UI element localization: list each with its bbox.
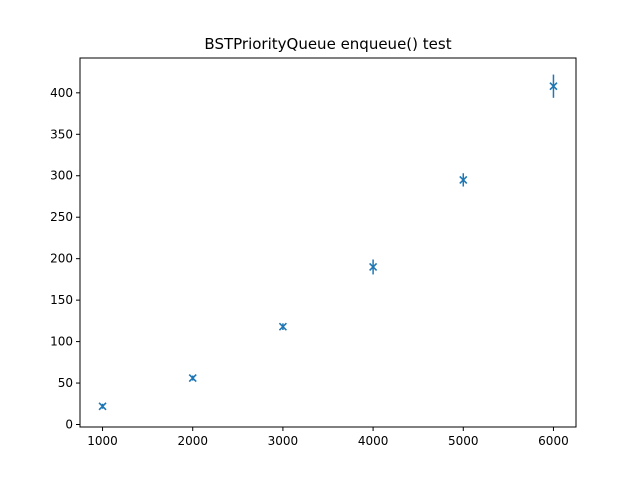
y-tick-label: 400 bbox=[50, 86, 73, 100]
x-tick-label: 2000 bbox=[177, 434, 208, 448]
y-tick-label: 150 bbox=[50, 293, 73, 307]
y-tick-label: 350 bbox=[50, 127, 73, 141]
axes: 1000 2000 3000 4000 5000 6000 0 50 100 150 200 250 3… bbox=[50, 57, 577, 448]
data-point bbox=[188, 374, 197, 383]
y-tick-label: 100 bbox=[50, 335, 73, 349]
y-tick-label: 300 bbox=[50, 169, 73, 183]
y-tick-label: 250 bbox=[50, 210, 73, 224]
x-tick-label: 6000 bbox=[538, 434, 569, 448]
x-tick-label: 4000 bbox=[358, 434, 389, 448]
y-tick-label: 0 bbox=[65, 418, 73, 432]
chart-title: BSTPriorityQueue enqueue() test bbox=[204, 35, 451, 53]
data-point bbox=[278, 322, 287, 331]
plot-area bbox=[98, 74, 558, 411]
plot-frame bbox=[79, 57, 577, 428]
point-marker-stroke bbox=[459, 175, 468, 184]
point-marker-stroke bbox=[188, 374, 197, 383]
point-marker-stroke bbox=[278, 322, 287, 331]
data-point bbox=[459, 173, 468, 187]
x-tick-label: 5000 bbox=[448, 434, 479, 448]
data-point bbox=[369, 259, 378, 275]
x-tick-label: 3000 bbox=[268, 434, 299, 448]
point-marker-stroke bbox=[549, 82, 558, 91]
point-marker-stroke bbox=[98, 402, 107, 411]
x-tick-label: 1000 bbox=[87, 434, 118, 448]
y-tick-label: 50 bbox=[58, 376, 73, 390]
data-point bbox=[98, 402, 107, 411]
data-point bbox=[549, 74, 558, 98]
y-tick-label: 200 bbox=[50, 252, 73, 266]
point-marker-stroke bbox=[369, 262, 378, 272]
